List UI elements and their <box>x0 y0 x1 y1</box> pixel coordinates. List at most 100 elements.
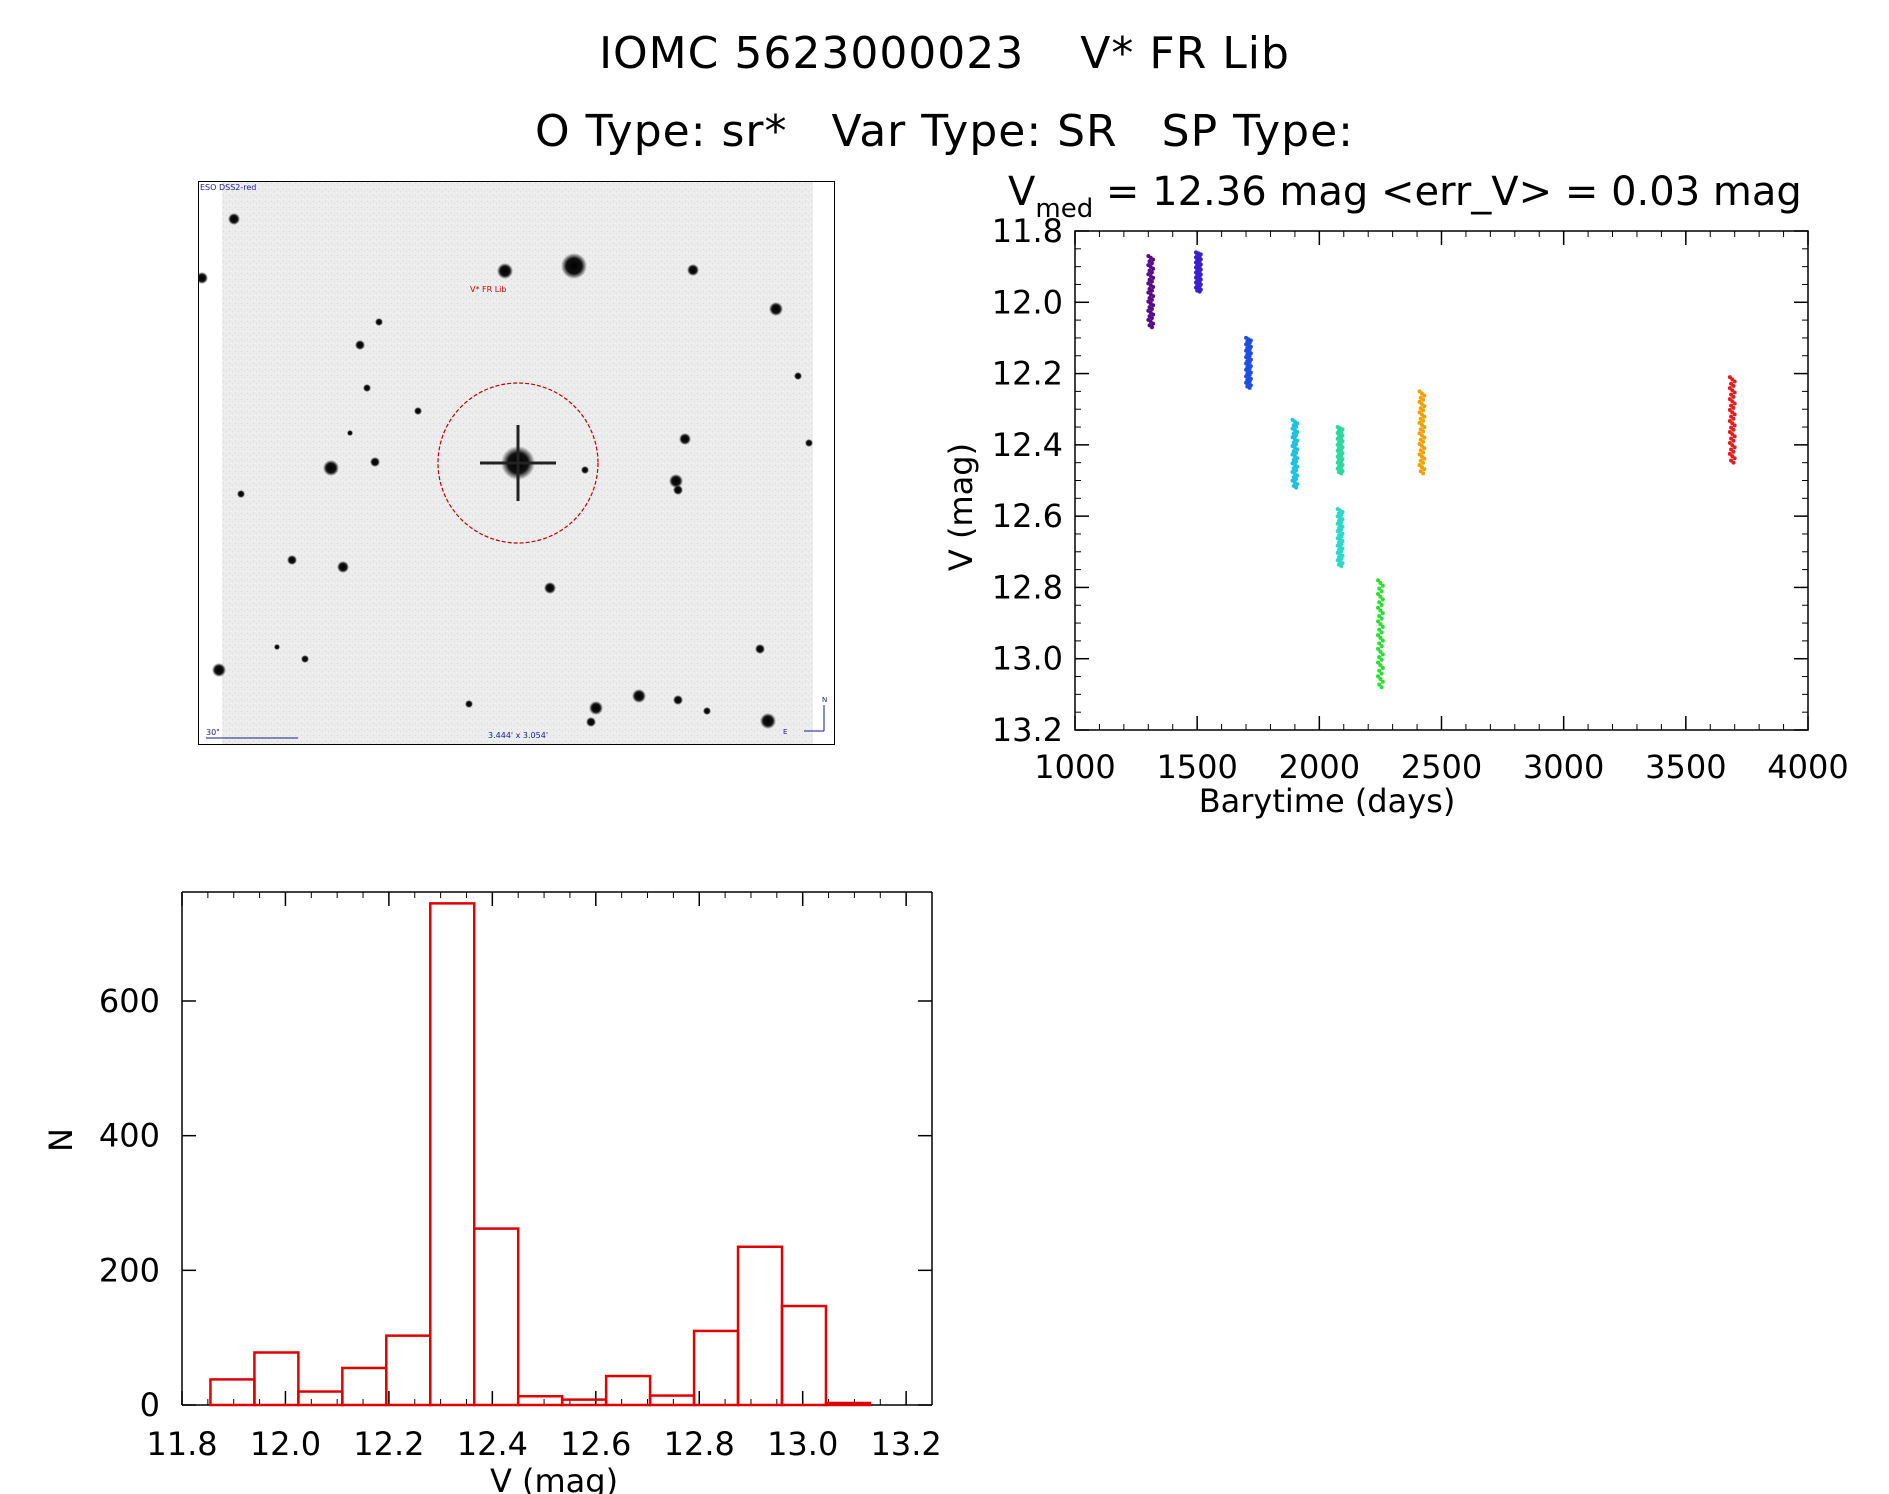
field-star <box>769 302 783 316</box>
histogram-chart: 11.8 12.0 12.2 12.4 12.6 12.8 13.0 13.2 0 200 400 6… <box>42 891 940 1494</box>
lc-point <box>1731 427 1736 432</box>
lc-point <box>1377 586 1382 591</box>
hist-bar <box>516 1394 564 1407</box>
lc-point <box>1149 288 1154 293</box>
lc-xtick-label: 3500 <box>1645 748 1726 786</box>
lc-point <box>1380 638 1385 643</box>
hist-bar <box>253 1351 300 1407</box>
lc-point <box>1151 303 1156 308</box>
lc-point <box>1294 450 1299 455</box>
field-star <box>632 689 646 703</box>
hist-bar <box>472 1227 520 1407</box>
field-star <box>355 340 365 350</box>
lc-point <box>1378 608 1383 613</box>
lc-ytick-label: 12.4 <box>992 426 1063 464</box>
lc-point <box>1732 390 1737 395</box>
lc-point <box>1151 294 1156 299</box>
sp-type: SP Type: <box>1161 106 1354 157</box>
chart-title-line-1: IOMC 5623000023 V* FR Lib <box>0 28 1889 79</box>
lc-point <box>1295 430 1300 435</box>
lc-point <box>1378 677 1383 682</box>
lc-point <box>1422 446 1427 451</box>
lc-point <box>1149 270 1154 275</box>
lc-point <box>1197 289 1202 294</box>
hist-bar <box>824 1401 872 1407</box>
lc-point <box>1380 679 1385 684</box>
lc-ytick-label: 11.8 <box>992 212 1063 250</box>
lc-point <box>1379 616 1384 621</box>
lc-xtick-label: 4000 <box>1767 748 1848 786</box>
lc-point <box>1378 635 1383 640</box>
lc-point <box>1151 321 1156 326</box>
lc-point <box>1731 405 1736 410</box>
lc-point <box>1422 393 1427 398</box>
field-star <box>370 457 380 467</box>
field-stars <box>198 213 813 729</box>
lc-point <box>1376 578 1381 583</box>
lc-point <box>1377 682 1382 687</box>
lc-point <box>1377 600 1382 605</box>
hist-ytick-label: 400 <box>99 1117 160 1155</box>
lc-point <box>1294 476 1299 481</box>
lc-point <box>1378 663 1383 668</box>
hist-bar <box>780 1304 828 1407</box>
lc-ytick-label: 12.6 <box>992 497 1063 535</box>
field-star <box>301 655 309 663</box>
field-star <box>561 253 587 279</box>
hist-xtick-label: 12.8 <box>664 1425 735 1463</box>
lc-point <box>1377 668 1382 673</box>
hist-ylabel: N <box>42 1128 80 1152</box>
lc-point <box>1339 471 1344 476</box>
field-star <box>669 474 683 488</box>
lc-point <box>1377 641 1382 646</box>
field-star <box>589 701 603 715</box>
lc-point <box>1422 425 1427 430</box>
lc-point <box>1732 445 1737 450</box>
fov-label: 3.444' x 3.054' <box>488 731 548 740</box>
lc-point <box>1295 447 1300 452</box>
field-star <box>347 430 353 436</box>
lc-point <box>1149 279 1154 284</box>
lc-ytick-label: 12.0 <box>992 283 1063 321</box>
lc-point <box>1380 611 1385 616</box>
lc-points <box>1146 250 1737 690</box>
hist-bar <box>297 1390 344 1407</box>
lc-point <box>1378 622 1383 627</box>
lc-point <box>1377 655 1382 660</box>
lc-point <box>1422 414 1427 419</box>
hist-xtick-label: 12.4 <box>457 1425 528 1463</box>
lc-point <box>1295 421 1300 426</box>
compass-e: E <box>783 728 787 736</box>
hist-bar <box>604 1374 652 1407</box>
o-type: O Type: sr* <box>535 106 788 157</box>
lc-point <box>1732 423 1737 428</box>
lc-point <box>1421 471 1426 476</box>
lc-point <box>1422 435 1427 440</box>
lc-point <box>1149 297 1154 302</box>
field-star <box>228 213 240 225</box>
lc-point <box>1380 666 1385 671</box>
lc-point <box>1149 316 1154 321</box>
lc-point <box>1247 385 1252 390</box>
lc-point <box>1379 589 1384 594</box>
lc-point <box>1731 438 1736 443</box>
lc-point <box>1376 674 1381 679</box>
var-type: Var Type: SR <box>831 106 1118 157</box>
lc-point <box>1422 456 1427 461</box>
lc-axes: 1000 1500 2000 2500 3000 3500 4000 11.8 12.0 12.2… <box>992 212 1849 786</box>
lc-point <box>1294 485 1299 490</box>
field-star <box>760 713 776 729</box>
field-star <box>673 695 683 705</box>
lc-point <box>1379 657 1384 662</box>
lc-xtick-label: 1500 <box>1156 748 1237 786</box>
lc-point <box>1731 383 1736 388</box>
object-id: IOMC 5623000023 <box>599 28 1025 79</box>
lc-xtick-label: 3000 <box>1523 748 1604 786</box>
field-star <box>679 433 691 445</box>
field-star <box>755 644 765 654</box>
hist-bar <box>736 1245 784 1407</box>
lc-point <box>1732 401 1737 406</box>
hist-xtick-label: 11.8 <box>146 1425 217 1463</box>
lc-point <box>1295 473 1300 478</box>
lc-ytick-label: 13.0 <box>992 640 1063 678</box>
